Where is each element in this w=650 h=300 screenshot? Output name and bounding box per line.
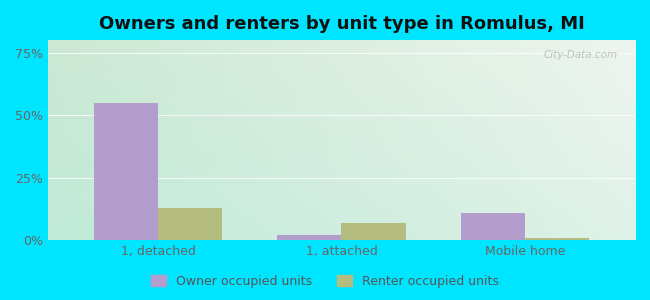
Bar [461,213,525,240]
Bar [158,208,222,240]
Text: City-Data.com: City-Data.com [543,50,618,60]
Bar [94,103,158,240]
Bar [277,235,341,240]
Bar [525,238,589,240]
Bar [341,223,406,240]
Title: Owners and renters by unit type in Romulus, MI: Owners and renters by unit type in Romul… [99,15,584,33]
Legend: Owner occupied units, Renter occupied units: Owner occupied units, Renter occupied un… [145,268,505,294]
